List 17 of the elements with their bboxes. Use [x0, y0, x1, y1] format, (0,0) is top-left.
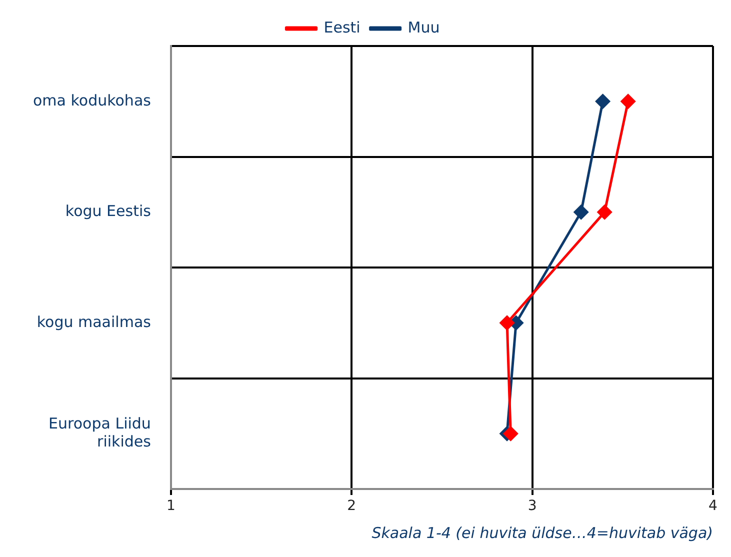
x-tick-label: 1 — [166, 498, 176, 514]
legend-label: Muu — [408, 18, 440, 36]
y-tick-label: Euroopa Liidu riikides — [48, 414, 152, 451]
x-tick-label: 2 — [347, 498, 356, 514]
point — [597, 204, 612, 220]
y-tick-label: kogu maailmas — [36, 312, 152, 331]
y-tick-label: oma kodukohas — [32, 91, 152, 110]
point — [503, 426, 518, 441]
text: Skaala 1-4 (ei huvita üldse…4=huvitab väga) — [370, 524, 714, 542]
x-tick-label: 3 — [528, 498, 537, 514]
point — [500, 316, 514, 330]
point — [574, 204, 588, 220]
legend-label: Eesti — [324, 18, 360, 36]
point — [620, 94, 636, 109]
point — [596, 94, 610, 109]
y-tick-label: kogu Eestis — [65, 202, 152, 220]
x-tick-label: 4 — [708, 498, 718, 514]
